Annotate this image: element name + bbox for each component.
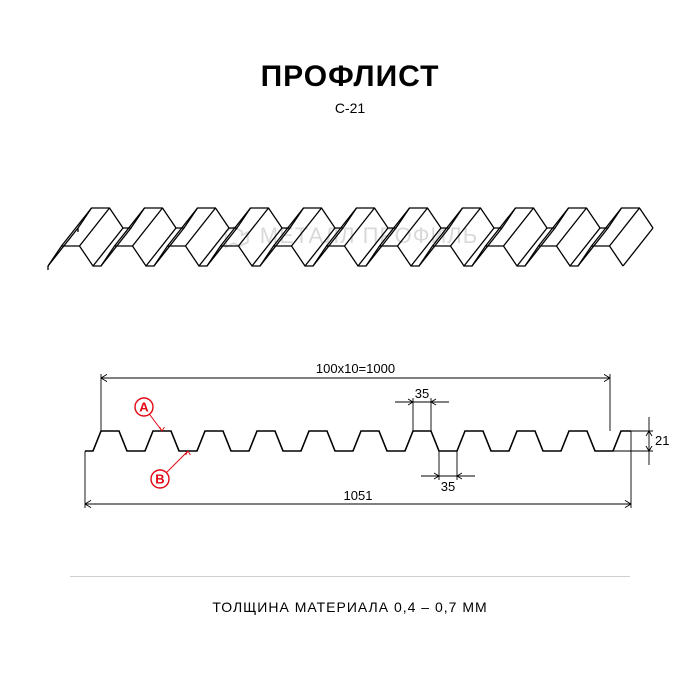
divider [70, 576, 630, 577]
page-title: ПРОФЛИСТ [261, 60, 440, 94]
isometric-view: МЕТАЛЛ ПРОФИЛЬ [40, 146, 660, 316]
profile-view: 100x10=1000 35 35 21 1051 A B [30, 356, 670, 526]
isometric-svg [40, 146, 660, 316]
thickness-note: ТОЛЩИНА МАТЕРИАЛА 0,4 – 0,7 ММ [212, 599, 487, 615]
svg-text:1051: 1051 [344, 488, 373, 503]
page-subtitle: С-21 [335, 100, 365, 116]
svg-text:35: 35 [441, 479, 455, 494]
svg-text:21: 21 [655, 433, 669, 448]
svg-text:100x10=1000: 100x10=1000 [316, 361, 395, 376]
profile-svg: 100x10=1000 35 35 21 1051 A B [30, 356, 670, 526]
svg-text:B: B [155, 472, 164, 487]
page: ПРОФЛИСТ С-21 МЕТАЛЛ ПРОФИЛЬ 100x10=1000… [0, 0, 700, 700]
svg-text:35: 35 [415, 386, 429, 401]
svg-text:A: A [139, 400, 149, 415]
